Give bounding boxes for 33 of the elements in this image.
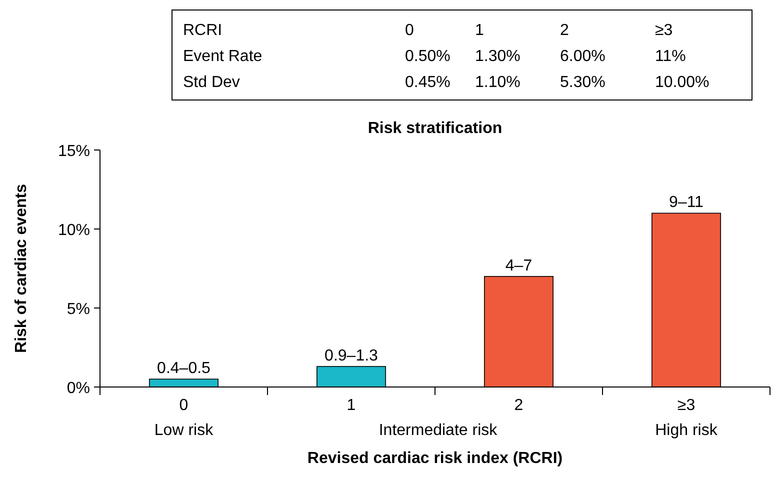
text: 11% [655, 48, 686, 65]
text: Intermediate risk [378, 422, 498, 439]
category-label: Std Dev [183, 74, 240, 91]
category-label: RCRI [183, 22, 222, 39]
x-tick-label: 2 [514, 397, 524, 414]
chart-title: Risk stratification [368, 120, 502, 137]
text: 10.00% [655, 74, 710, 91]
x-tick-label: 1 [346, 397, 356, 414]
y-tick-label: 15% [58, 143, 90, 160]
text: 0 [405, 22, 414, 39]
text: 1.10% [475, 74, 520, 91]
text: Low risk [154, 422, 214, 439]
y-tick-label: 5% [66, 301, 90, 318]
text: 1 [475, 22, 484, 39]
x-axis-title: Revised cardiac risk index (RCRI) [307, 450, 563, 467]
data-label: 9–11 [669, 194, 704, 212]
y-tick-label: 0% [66, 380, 90, 397]
y-axis-title: Risk of cardiac events [13, 184, 30, 353]
x-tick-label: 0 [179, 397, 188, 414]
x-tick-label: ≥3 [677, 397, 696, 414]
data-label: 0.9–1.3 [324, 347, 378, 364]
text: 0.45% [405, 74, 450, 91]
text: 2 [560, 22, 569, 39]
data-label: 0.4–0.5 [157, 360, 211, 378]
text: High risk [655, 422, 718, 439]
text: ≥3 [655, 22, 673, 39]
category-label: Event Rate [183, 48, 262, 65]
text: 1.30% [475, 48, 520, 65]
text: 6.00% [560, 48, 606, 65]
y-tick-label: 10% [58, 222, 90, 239]
data-label: 4–7 [505, 257, 532, 274]
text: 0.50% [405, 48, 450, 65]
text: 5.30% [560, 74, 606, 91]
